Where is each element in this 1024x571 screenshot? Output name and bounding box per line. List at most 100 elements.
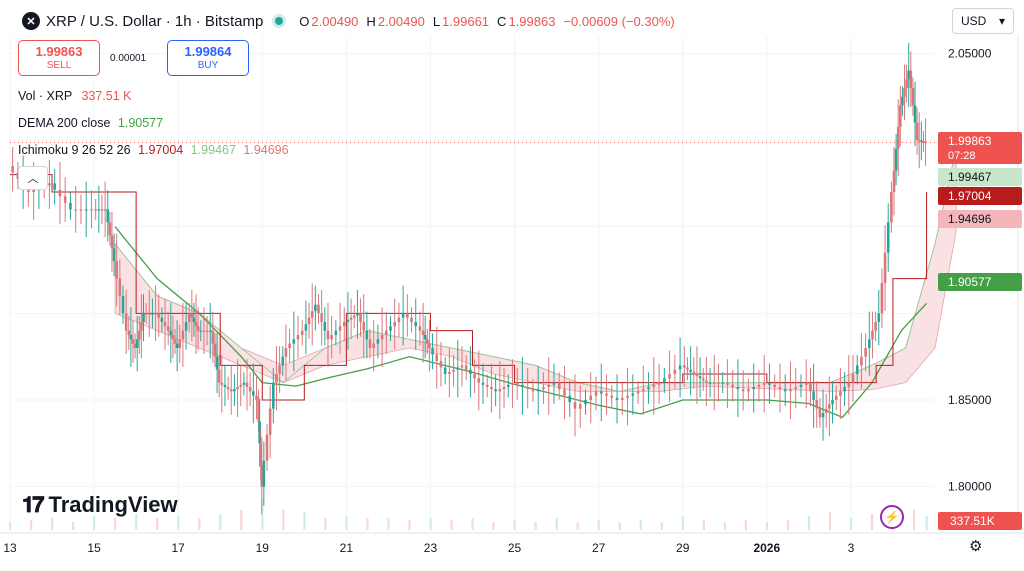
- candle-body: [726, 382, 729, 385]
- candle-body: [907, 70, 911, 80]
- candle-body: [683, 365, 686, 368]
- candle-body: [460, 365, 464, 368]
- candle-body: [924, 141, 927, 143]
- candle-body: [133, 343, 137, 348]
- candle-body: [839, 391, 842, 396]
- candle-body: [147, 313, 151, 315]
- collapse-legend-button[interactable]: ︿: [18, 166, 48, 190]
- volume-bar: [156, 518, 159, 530]
- candle-body: [342, 322, 346, 327]
- candle-body: [428, 343, 431, 348]
- volume-bar: [219, 514, 222, 530]
- candle-body: [847, 382, 851, 387]
- volume-legend[interactable]: Vol · XRP 337.51 K: [18, 89, 132, 103]
- volume-bar: [702, 520, 705, 530]
- sell-button[interactable]: 1.99863 SELL: [18, 40, 100, 76]
- candle-body: [573, 402, 577, 409]
- candle-body: [314, 304, 317, 312]
- candle-body: [647, 387, 650, 390]
- candle-body: [783, 389, 787, 392]
- candle-body: [762, 382, 766, 385]
- candle-body: [257, 400, 260, 422]
- candle-body: [821, 413, 825, 418]
- volume-bar: [912, 510, 916, 530]
- volume-bar: [786, 520, 790, 530]
- x-axis-tick-label: 17: [172, 541, 186, 555]
- price-label-conversion-box: [938, 187, 1022, 205]
- candle-body: [678, 365, 682, 370]
- dema-legend-name: DEMA 200 close: [18, 116, 111, 130]
- candle-body: [326, 330, 330, 340]
- candle-body: [118, 278, 122, 296]
- candle-body: [498, 389, 502, 392]
- candle-body: [239, 384, 243, 387]
- buy-button[interactable]: 1.99864 BUY: [167, 40, 249, 76]
- xrp-logo-icon[interactable]: ✕: [22, 12, 40, 30]
- dema-legend[interactable]: DEMA 200 close 1.90577: [18, 116, 163, 130]
- candle-body: [773, 384, 777, 387]
- volume-bar: [849, 518, 853, 530]
- candle-body: [242, 382, 246, 385]
- candle-body: [642, 389, 645, 392]
- y-axis-tick-label: 1.80000: [948, 480, 992, 494]
- candle-body: [129, 335, 133, 340]
- candle-body: [393, 322, 397, 327]
- candle-body: [196, 326, 200, 331]
- volume-bar: [744, 520, 747, 530]
- candle-body: [112, 248, 116, 262]
- volume-bar: [72, 522, 75, 530]
- volume-bar: [618, 522, 621, 530]
- x-axis-tick-label: 15: [87, 541, 101, 555]
- candle-body: [90, 209, 93, 211]
- candle-body: [110, 235, 114, 249]
- candle-body: [108, 222, 112, 236]
- x-axis-tick-label: 27: [592, 541, 606, 555]
- candle-body: [663, 378, 666, 383]
- currency-select[interactable]: USD ▾: [952, 8, 1014, 34]
- volume-bar: [51, 518, 54, 530]
- price-label-last: 1.99863: [948, 134, 992, 148]
- volume-bar: [807, 516, 811, 530]
- ichimoku-legend[interactable]: Ichimoku 9 26 52 26 1.97004 1.99467 1.94…: [18, 143, 289, 157]
- candle-body: [418, 326, 422, 331]
- tradingview-logo[interactable]: 𝟏𝟕 TradingView: [22, 492, 178, 518]
- ichimoku-legend-name: Ichimoku 9 26 52 26: [18, 143, 131, 157]
- candle-body: [615, 397, 619, 400]
- ichimoku-cloud: [114, 149, 957, 392]
- candle-body: [163, 322, 167, 327]
- candle-body: [323, 322, 327, 331]
- flash-icon[interactable]: ⚡: [880, 505, 904, 529]
- candle-body: [778, 387, 782, 390]
- candle-body: [589, 395, 593, 400]
- volume-bar: [387, 518, 390, 530]
- candle-body: [389, 326, 392, 331]
- candle-body: [190, 313, 194, 318]
- candle-body: [874, 322, 877, 331]
- candle-body: [181, 330, 185, 340]
- change-value: −0.00609 (−0.30%): [563, 13, 675, 29]
- candle-body: [799, 384, 803, 387]
- candle-body: [217, 369, 221, 383]
- candle-body: [903, 88, 906, 97]
- candle-body: [490, 387, 493, 390]
- candle-body: [812, 391, 815, 400]
- candle-body: [213, 343, 217, 357]
- candle-body: [272, 382, 275, 409]
- candle-body: [701, 378, 705, 381]
- volume-bar: [282, 510, 285, 530]
- candle-body: [215, 356, 219, 370]
- candle-body: [584, 400, 587, 405]
- candle-body: [58, 189, 62, 197]
- candle-body: [871, 330, 874, 340]
- settings-gear-icon[interactable]: ⚙: [969, 538, 983, 555]
- y-axis-tick-label: 2.05000: [948, 46, 992, 60]
- buy-price: 1.99864: [184, 44, 232, 59]
- candle-body: [300, 330, 304, 335]
- candle-body: [736, 387, 740, 390]
- candle-body: [757, 384, 761, 387]
- symbol-title[interactable]: XRP / U.S. Dollar · 1h · Bitstamp: [46, 12, 264, 30]
- candle-body: [296, 335, 300, 340]
- volume-bar: [114, 518, 117, 530]
- volume-bar: [240, 510, 243, 530]
